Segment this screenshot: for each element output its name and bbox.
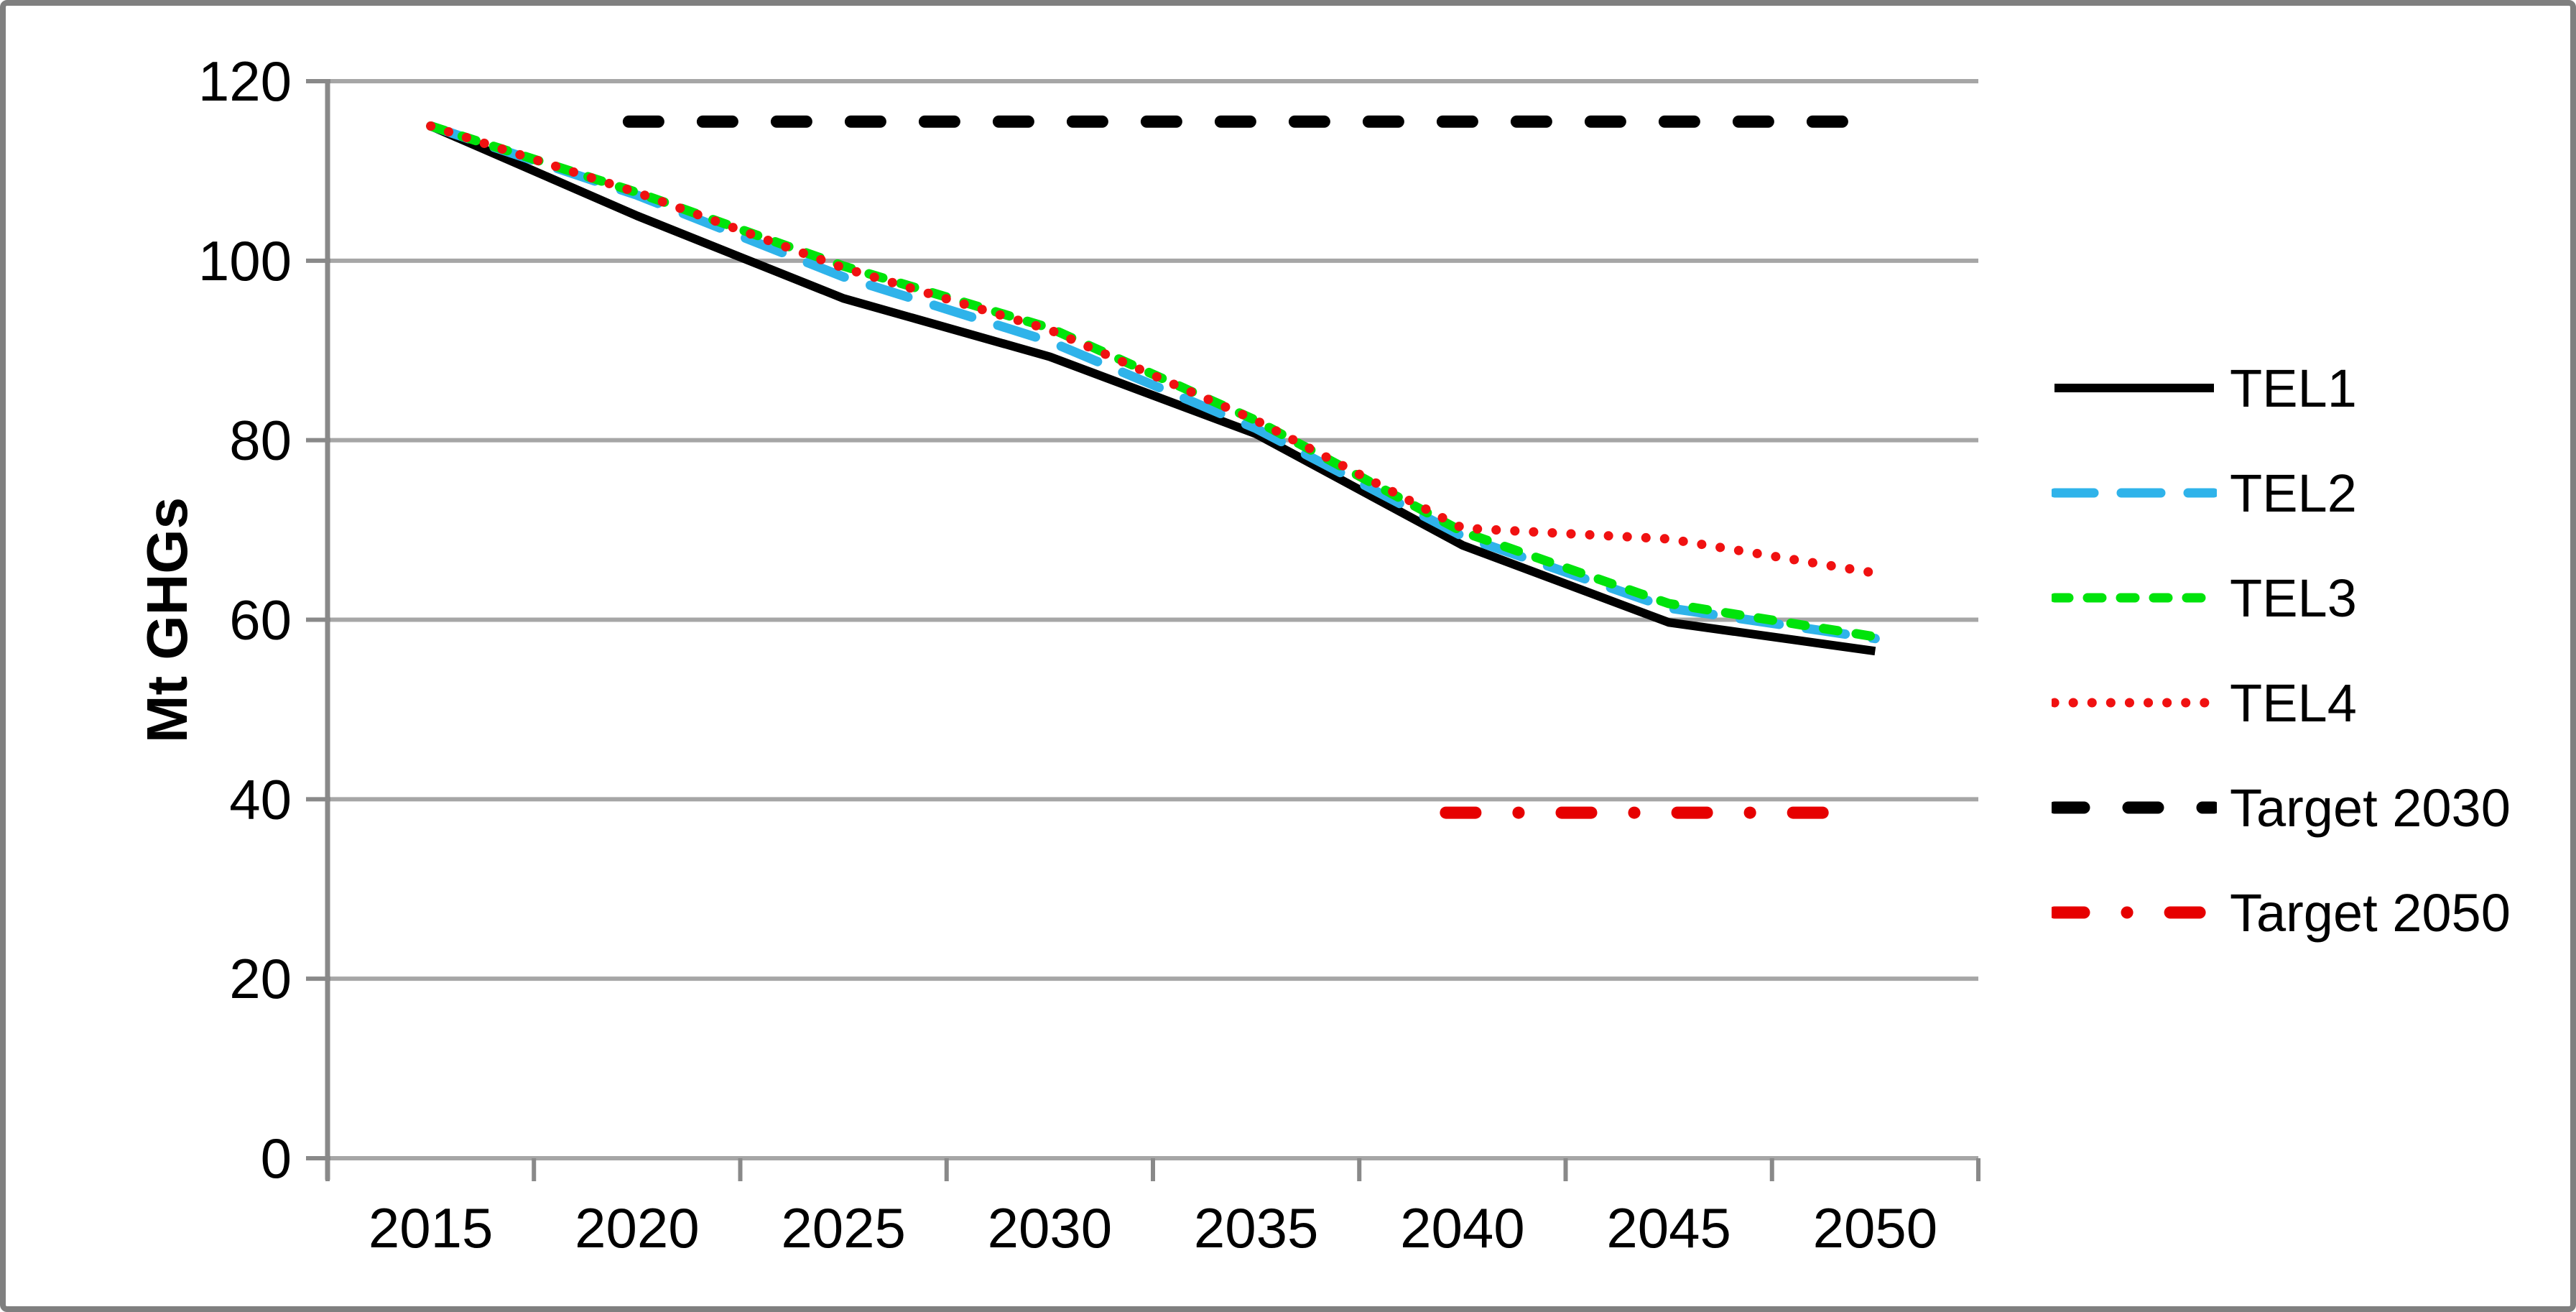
x-tick-label-2045: 2045 bbox=[1606, 1196, 1731, 1260]
legend-item-tel4: TEL4 bbox=[2052, 650, 2511, 755]
y-tick-label-120: 120 bbox=[198, 50, 292, 113]
legend-item-target-2030: Target 2030 bbox=[2052, 755, 2511, 860]
x-tick-label-2015: 2015 bbox=[369, 1196, 494, 1260]
legend-label-target-2050: Target 2050 bbox=[2230, 882, 2511, 943]
legend-label-tel4: TEL4 bbox=[2230, 673, 2357, 733]
y-tick-label-0: 0 bbox=[261, 1127, 292, 1190]
legend-item-tel3: TEL3 bbox=[2052, 545, 2511, 650]
y-tick-label-20: 20 bbox=[229, 947, 292, 1010]
tel4-line-swatch bbox=[2052, 698, 2217, 708]
x-tick-label-2030: 2030 bbox=[988, 1196, 1113, 1260]
legend-label-tel1: TEL1 bbox=[2230, 358, 2357, 418]
y-tick-label-80: 80 bbox=[229, 409, 292, 472]
x-tick-label-2035: 2035 bbox=[1194, 1196, 1319, 1260]
legend: TEL1 TEL2 TEL3 TEL4 Target 2030 Target 2… bbox=[2052, 336, 2511, 965]
legend-item-target-2050: Target 2050 bbox=[2052, 860, 2511, 965]
tel2-line-swatch bbox=[2052, 488, 2217, 498]
legend-label-tel3: TEL3 bbox=[2230, 568, 2357, 628]
y-tick-label-100: 100 bbox=[198, 229, 292, 292]
legend-item-tel1: TEL1 bbox=[2052, 336, 2511, 440]
x-tick-label-2025: 2025 bbox=[781, 1196, 906, 1260]
y-tick-label-60: 60 bbox=[229, 588, 292, 652]
x-tick-label-2020: 2020 bbox=[575, 1196, 700, 1260]
x-tick-label-2050: 2050 bbox=[1813, 1196, 1938, 1260]
series-line-tel2 bbox=[426, 121, 1880, 644]
series-line-tel4 bbox=[426, 121, 1880, 578]
y-axis-title: Mt GHGs bbox=[135, 496, 199, 744]
legend-label-tel2: TEL2 bbox=[2230, 463, 2357, 523]
legend-item-tel2: TEL2 bbox=[2052, 440, 2511, 545]
legend-label-target-2030: Target 2030 bbox=[2230, 777, 2511, 838]
x-tick-label-2040: 2040 bbox=[1400, 1196, 1525, 1260]
series-line-tel1 bbox=[429, 121, 1876, 656]
tel3-line-swatch bbox=[2052, 593, 2217, 603]
target-2050-line-swatch bbox=[2052, 906, 2217, 919]
y-tick-label-40: 40 bbox=[229, 767, 292, 831]
target-2030-line-swatch bbox=[2052, 801, 2217, 814]
tel1-line-swatch bbox=[2054, 384, 2214, 392]
